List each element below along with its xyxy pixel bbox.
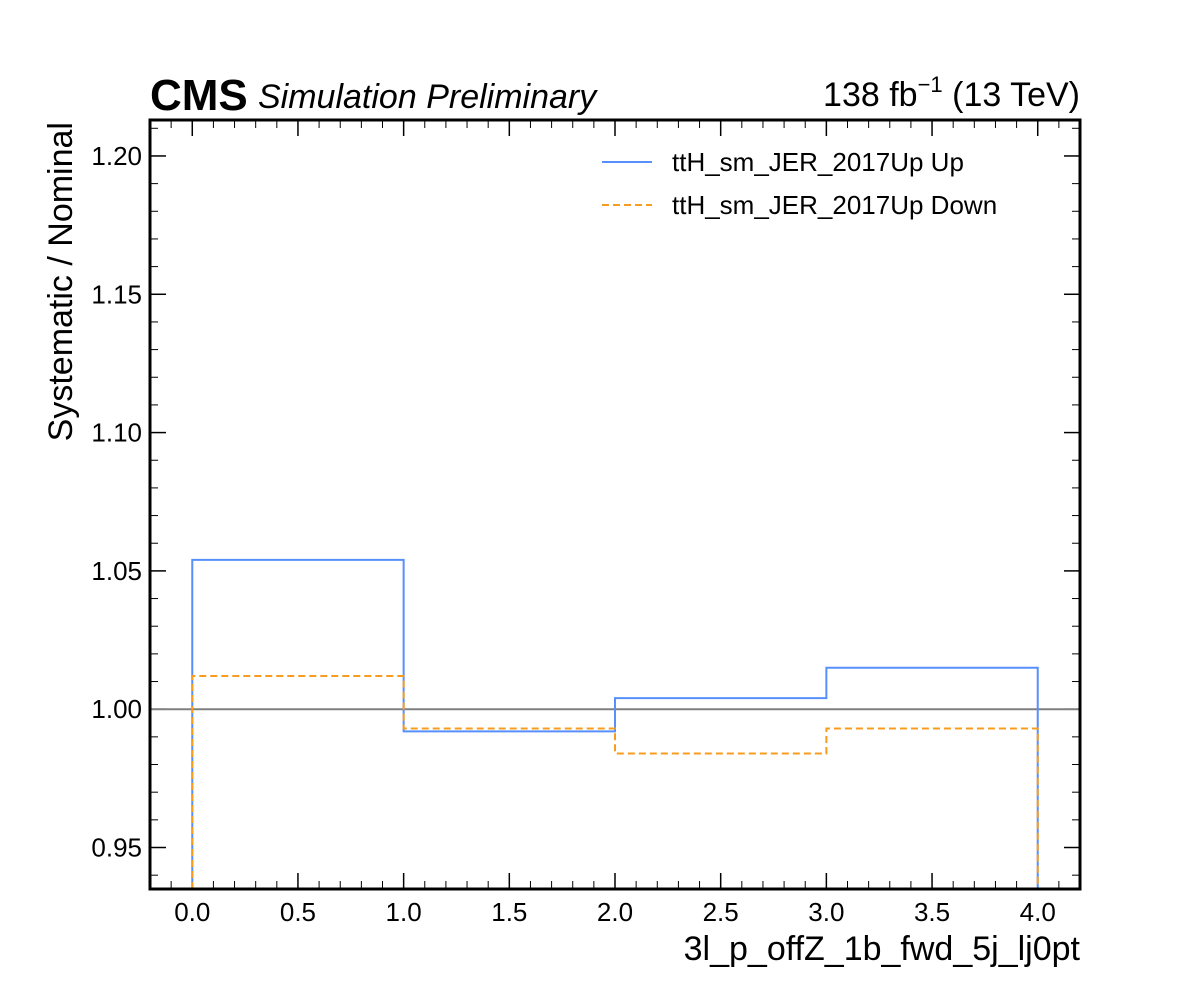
- y-tick-labels: 0.95 1.00 1.05 1.10 1.15 1.20: [91, 141, 142, 863]
- y-tick-label: 1.20: [91, 141, 142, 171]
- x-tick-label: 3.5: [914, 897, 950, 927]
- x-tick-label: 2.0: [597, 897, 633, 927]
- y-tick-label: 1.05: [91, 556, 142, 586]
- x-tick-label: 3.0: [808, 897, 844, 927]
- x-tick-label: 0.0: [174, 897, 210, 927]
- legend: ttH_sm_JER_2017Up Up ttH_sm_JER_2017Up D…: [602, 147, 997, 220]
- series-up-step: [191, 558, 1039, 889]
- x-tick-label: 1.5: [491, 897, 527, 927]
- x-tick-label: 1.0: [386, 897, 422, 927]
- x-tick-label: 4.0: [1020, 897, 1056, 927]
- lumi-label: 138 fb−1 (13 TeV): [823, 72, 1080, 114]
- y-tick-label: 1.10: [91, 418, 142, 448]
- status-label: Simulation Preliminary: [258, 78, 598, 116]
- legend-label-down: ttH_sm_JER_2017Up Down: [672, 190, 997, 220]
- legend-label-up: ttH_sm_JER_2017Up Up: [672, 147, 964, 177]
- minor-ticks: [149, 120, 1081, 889]
- y-tick-label: 1.15: [91, 279, 142, 309]
- y-tick-label: 1.00: [91, 694, 142, 724]
- y-axis-label: Systematic / Nominal: [42, 122, 80, 441]
- cms-label: CMS: [150, 71, 248, 120]
- x-tick-labels: 0.0 0.5 1.0 1.5 2.0 2.5 3.0 3.5 4.0: [174, 897, 1056, 927]
- y-tick-label: 0.95: [91, 833, 142, 863]
- x-tick-label: 0.5: [280, 897, 316, 927]
- major-ticks: [150, 120, 1080, 889]
- plot-area: [150, 558, 1080, 889]
- x-tick-label: 2.5: [703, 897, 739, 927]
- axes-frame: [148, 118, 1082, 891]
- x-axis-label: 3l_p_offZ_1b_fwd_5j_lj0pt: [684, 930, 1081, 968]
